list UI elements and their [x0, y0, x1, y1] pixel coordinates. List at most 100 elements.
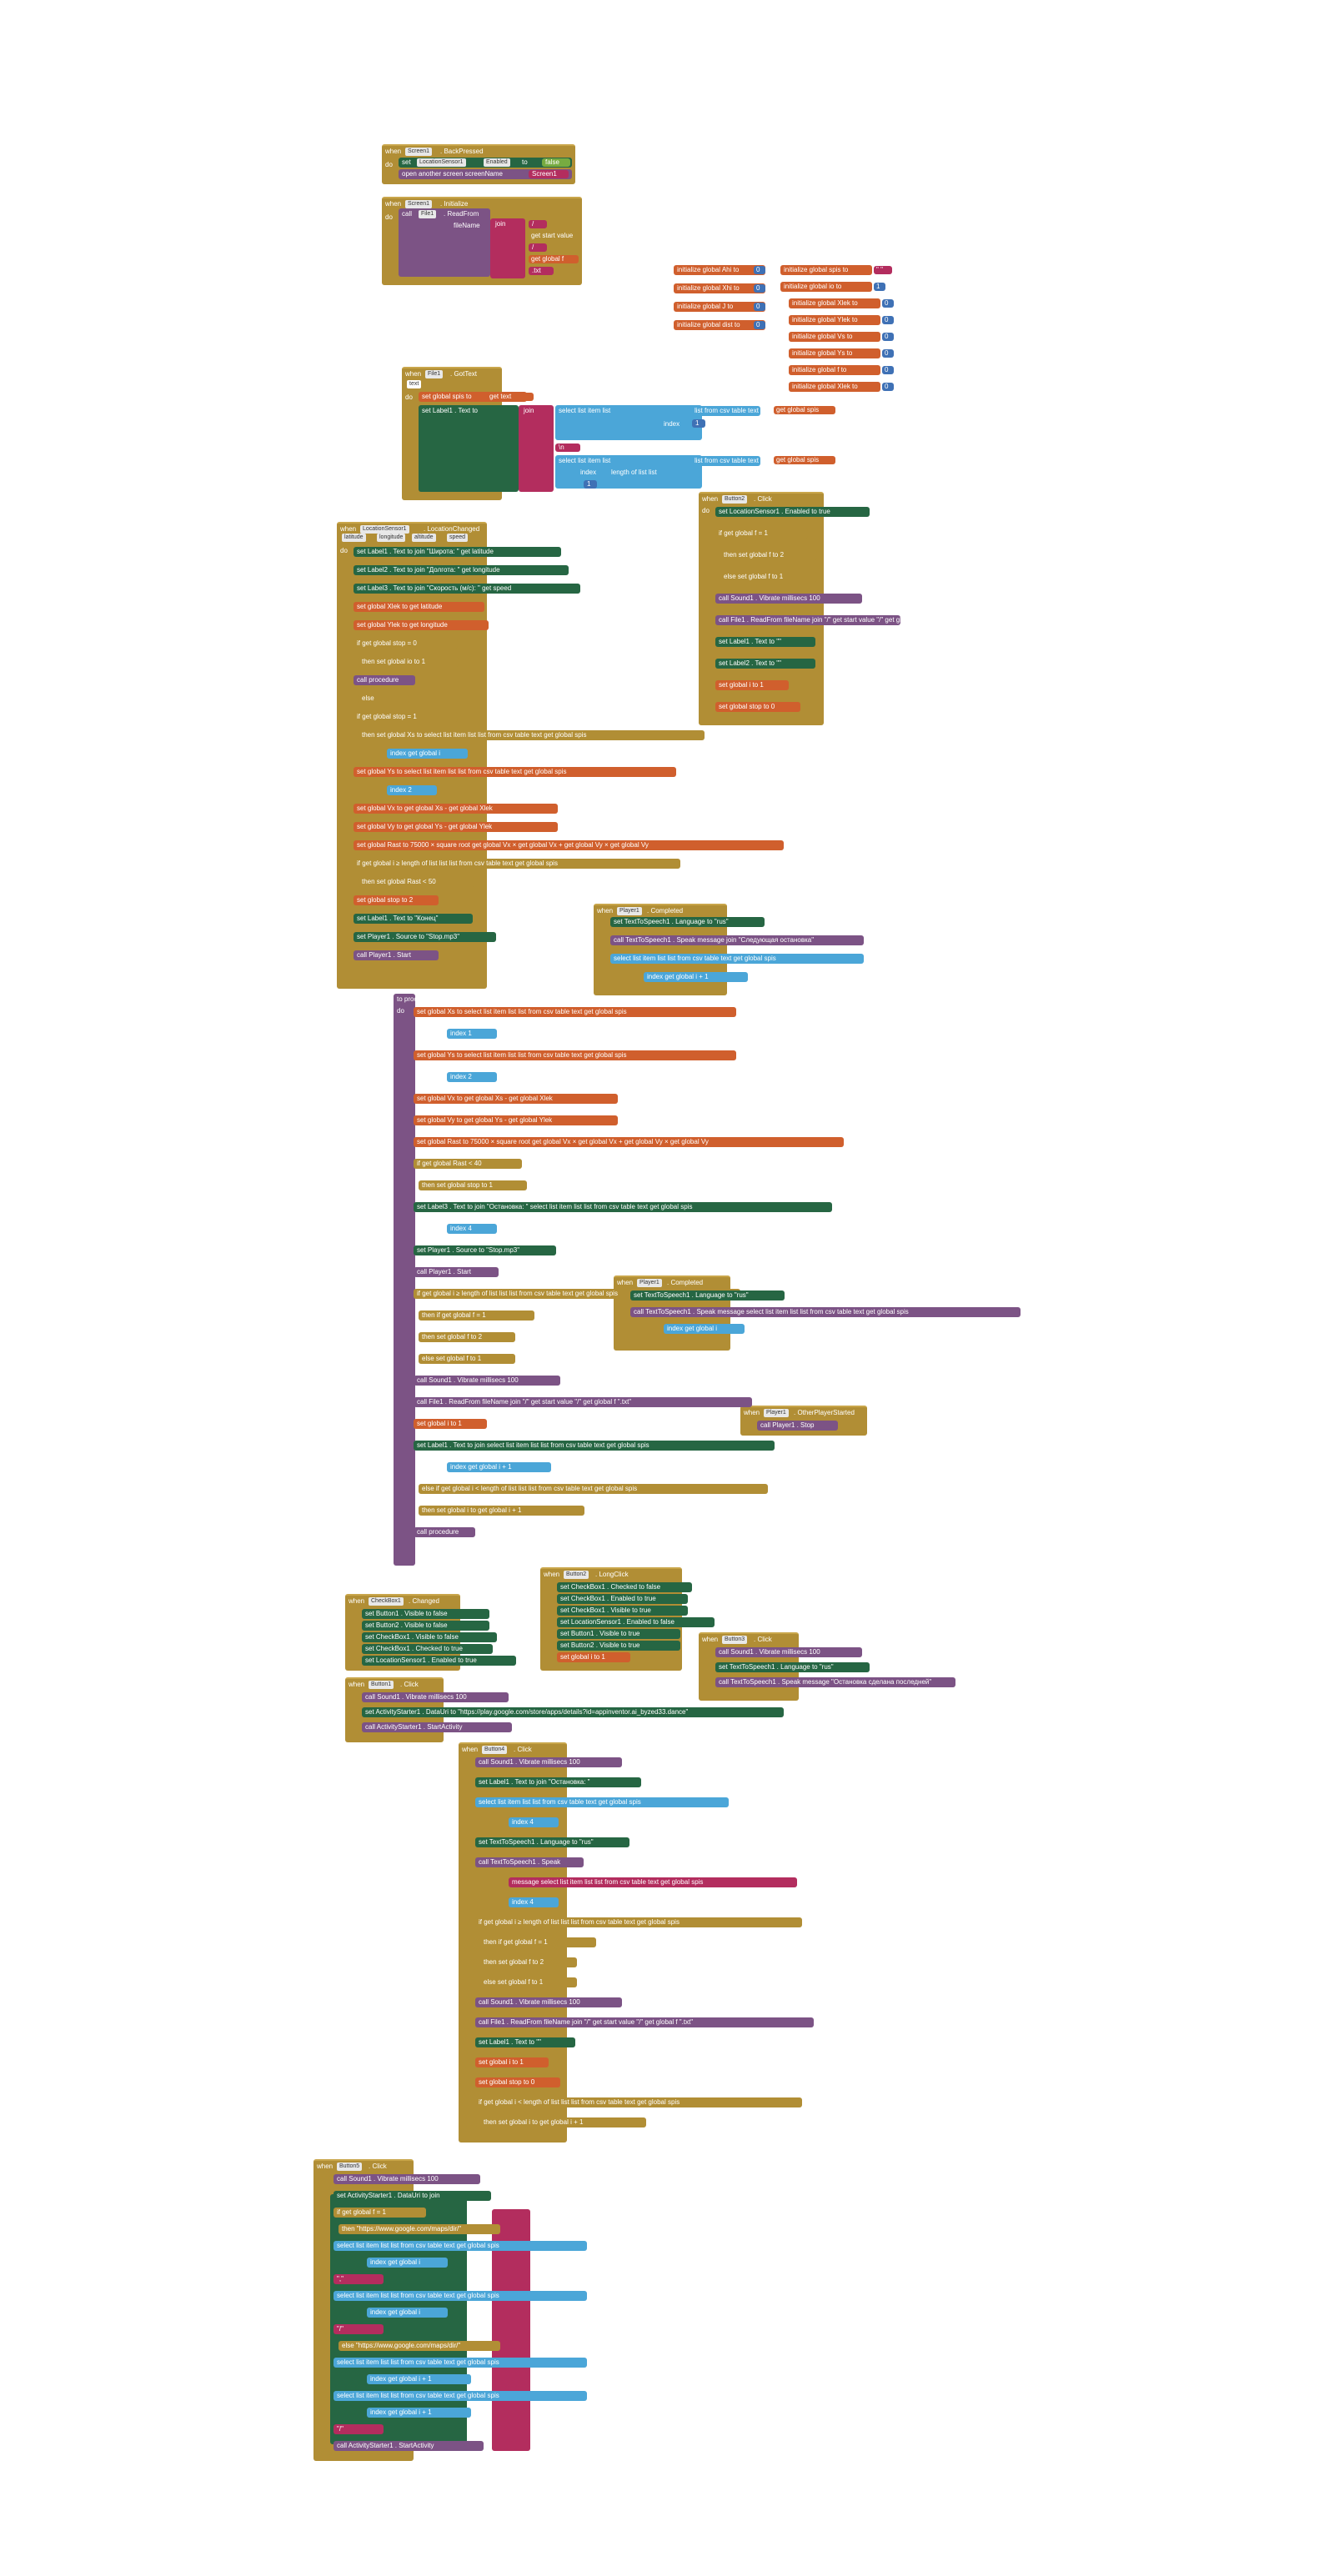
event-button2-click[interactable]: when Button2 . Click do [699, 492, 824, 725]
initialize-global-f[interactable]: initialize global f to [789, 365, 880, 375]
initialize-global-ys[interactable]: initialize global Ys to [789, 348, 880, 358]
button2-row[interactable]: set Label1 . Text to "" [715, 637, 816, 647]
procedure-definition[interactable]: to procedure do [394, 994, 434, 1566]
checkbox-row[interactable]: set Button2 . Visible to false [362, 1621, 489, 1631]
initialize-global-xlek[interactable]: initialize global Xlek to [789, 382, 880, 392]
set-activitystarter-datauri[interactable] [330, 2194, 467, 2444]
value-literal[interactable]: 0 [882, 349, 894, 358]
player-completed-1-row[interactable]: set TextToSpeech1 . Language to "rus" [610, 917, 765, 927]
locchanged-row[interactable]: if get global i ≥ length of list list li… [354, 859, 680, 869]
component-dropdown[interactable]: Button3 [722, 1636, 748, 1644]
button1-row[interactable]: call Sound1 . Vibrate millisecs 100 [362, 1692, 509, 1702]
button2-longclick-row[interactable]: set CheckBox1 . Checked to false [557, 1582, 692, 1592]
player-completed-2-row[interactable]: index get global i [664, 1324, 745, 1334]
false-literal[interactable]: false [542, 158, 570, 167]
button4-row[interactable]: index 4 [509, 1897, 559, 1907]
param-speed[interactable]: speed [447, 534, 469, 542]
button5-row[interactable]: index get global i + 1 [367, 2374, 471, 2384]
locchanged-row[interactable]: set global stop to 2 [354, 895, 439, 905]
procedure-row[interactable]: set Player1 . Source to "Stop.mp3" [414, 1245, 556, 1255]
button4-row[interactable]: call TextToSpeech1 . Speak [475, 1857, 584, 1867]
initialize-global-dist[interactable]: initialize global dist to [674, 320, 765, 330]
locchanged-row[interactable]: index 2 [387, 785, 437, 795]
checkbox-row[interactable]: set Button1 . Visible to false [362, 1609, 489, 1619]
button5-row[interactable]: call ActivityStarter1 . StartActivity [334, 2441, 484, 2451]
text-ext[interactable]: .txt [529, 267, 554, 275]
button4-row[interactable]: set Label1 . Text to join "Остановка: " [475, 1777, 641, 1787]
button5-row[interactable]: set ActivityStarter1 . DataUri to join [334, 2191, 492, 2201]
procedure-row[interactable]: call File1 . ReadFrom fileName join "/" … [414, 1397, 752, 1407]
button2-row[interactable]: call Sound1 . Vibrate millisecs 100 [715, 594, 862, 604]
text-slash[interactable]: / [529, 220, 547, 228]
component-dropdown[interactable]: Player1 [764, 1409, 789, 1417]
button5-row[interactable]: select list item list list from csv tabl… [334, 2241, 588, 2251]
component-dropdown[interactable]: File1 [425, 370, 444, 378]
locchanged-row[interactable]: set Player1 . Source to "Stop.mp3" [354, 932, 496, 942]
locchanged-row[interactable]: set global Vy to get global Ys - get glo… [354, 822, 558, 832]
button5-row[interactable]: call Sound1 . Vibrate millisecs 100 [334, 2174, 480, 2184]
initialize-global-io[interactable]: initialize global io to [780, 282, 872, 292]
set-label1-text[interactable]: set Label1 . Text to [419, 405, 519, 492]
procedure-row[interactable]: call Sound1 . Vibrate millisecs 100 [414, 1376, 560, 1386]
locchanged-row[interactable]: set Label1 . Text to join "Широта: " get… [354, 547, 562, 557]
procedure-row[interactable]: call procedure [414, 1527, 476, 1537]
button2-longclick-row[interactable]: set Button2 . Visible to true [557, 1641, 680, 1651]
button2-longclick-row[interactable]: set CheckBox1 . Visible to true [557, 1606, 689, 1616]
get-start-value[interactable]: get start value [529, 232, 579, 240]
screen-dropdown[interactable]: Screen1 [405, 200, 433, 208]
button2-row[interactable]: if get global f = 1 [715, 529, 809, 539]
button5-row[interactable]: select list item list list from csv tabl… [334, 2291, 588, 2301]
param-longitude[interactable]: longitude [377, 534, 406, 542]
button5-row[interactable]: index get global i [367, 2308, 449, 2318]
value-literal[interactable]: 0 [882, 333, 894, 341]
procedure-row[interactable]: index 1 [447, 1029, 497, 1039]
locchanged-row[interactable]: set global Ylek to get longitude [354, 620, 489, 630]
button5-row[interactable]: "/" [334, 2324, 384, 2334]
call-file1-readfrom[interactable]: call File1 . ReadFrom fileName [399, 208, 490, 277]
button4-row[interactable]: call Sound1 . Vibrate millisecs 100 [475, 1997, 622, 2007]
button4-row[interactable]: if get global i ≥ length of list list li… [475, 1917, 802, 1927]
get-global-f[interactable]: get global f [529, 255, 579, 263]
locchanged-row[interactable]: then set global Rast < 50 [359, 877, 474, 887]
procedure-row[interactable]: index 4 [447, 1224, 497, 1234]
locchanged-row[interactable]: set global Ys to select list item list l… [354, 767, 677, 777]
locchanged-row[interactable]: if get global stop = 1 [354, 712, 458, 722]
initialize-global-xhi[interactable]: initialize global Xhi to [674, 283, 765, 293]
locchanged-row[interactable]: call procedure [354, 675, 416, 685]
value-literal[interactable]: 1 [874, 283, 885, 291]
initialize-global-ylek[interactable]: initialize global Ylek to [789, 315, 880, 325]
button4-row[interactable]: else set global f to 1 [480, 1977, 577, 1987]
player-completed-1-row[interactable]: call TextToSpeech1 . Speak message join … [610, 935, 865, 945]
locchanged-row[interactable]: set Label1 . Text to "Конец" [354, 914, 474, 924]
procedure-row[interactable]: set global Xs to select list item list l… [414, 1007, 737, 1017]
component-dropdown[interactable]: Button2 [722, 495, 748, 504]
button5-row[interactable]: select list item list list from csv tabl… [334, 2391, 588, 2401]
button5-row[interactable]: index get global i + 1 [367, 2408, 471, 2418]
number-literal[interactable]: 0 [754, 303, 765, 311]
button5-row[interactable]: index get global i [367, 2258, 449, 2268]
get-text[interactable]: get text [487, 393, 534, 401]
button2-row[interactable]: set global stop to 0 [715, 702, 800, 712]
procedure-row[interactable]: then set global f to 2 [419, 1332, 515, 1342]
button5-row[interactable]: else "https://www.google.com/maps/dir/" [339, 2341, 500, 2351]
number-literal[interactable]: 0 [754, 266, 765, 274]
button4-row[interactable]: set Label1 . Text to "" [475, 2037, 576, 2047]
player-completed-1-row[interactable]: select list item list list from csv tabl… [610, 954, 865, 964]
player-completed-2-row[interactable]: set TextToSpeech1 . Language to "rus" [630, 1291, 785, 1301]
param-text[interactable]: text [407, 380, 422, 388]
button4-row[interactable]: call Sound1 . Vibrate millisecs 100 [475, 1757, 622, 1767]
button3-row[interactable]: call Sound1 . Vibrate millisecs 100 [715, 1647, 862, 1657]
component-dropdown[interactable]: Button2 [564, 1571, 589, 1579]
button4-row[interactable]: call File1 . ReadFrom fileName join "/" … [475, 2017, 814, 2027]
number-2[interactable]: 1 [584, 480, 597, 489]
get-global-spis[interactable]: get global spis [774, 406, 835, 414]
param-latitude[interactable]: latitude [342, 534, 366, 542]
button4-row[interactable]: if get global i < length of list list li… [475, 2097, 802, 2107]
list-from-csv-2[interactable]: list from csv table text [692, 456, 760, 466]
join-block[interactable]: join [490, 218, 525, 278]
button5-row[interactable]: "," [334, 2274, 384, 2284]
button2-longclick-row[interactable]: set Button1 . Visible to true [557, 1629, 680, 1639]
player-completed-2-row[interactable]: call TextToSpeech1 . Speak message selec… [630, 1307, 1021, 1317]
value-literal[interactable]: " " [874, 266, 892, 274]
